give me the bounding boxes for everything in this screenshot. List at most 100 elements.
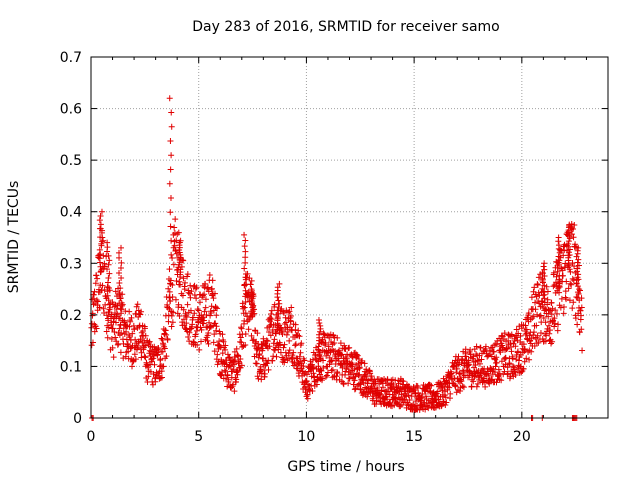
data-point — [542, 319, 549, 326]
data-point — [175, 301, 182, 308]
data-point — [530, 329, 537, 336]
data-point — [264, 338, 271, 345]
data-point — [260, 355, 267, 362]
data-point — [231, 361, 238, 368]
data-point — [534, 281, 541, 288]
data-point — [160, 363, 167, 370]
data-point — [253, 360, 260, 367]
data-point — [280, 344, 287, 351]
data-point — [296, 333, 303, 340]
data-point — [554, 327, 561, 334]
peak-point — [106, 301, 113, 308]
data-point — [234, 351, 241, 358]
data-point — [542, 306, 549, 313]
data-point — [205, 329, 212, 336]
data-point — [179, 292, 186, 299]
peak-point — [315, 331, 322, 338]
data-point — [219, 331, 226, 338]
peak-point — [541, 273, 548, 280]
data-point — [165, 285, 172, 292]
peak-point — [117, 310, 124, 317]
peak-point — [166, 180, 173, 187]
data-point — [553, 273, 560, 280]
data-point — [490, 348, 497, 355]
data-point — [257, 363, 264, 370]
data-point — [214, 305, 221, 312]
data-point — [351, 386, 358, 393]
data-point — [509, 355, 516, 362]
data-point — [163, 331, 170, 338]
data-point — [228, 384, 235, 391]
data-point — [203, 311, 210, 318]
data-point — [486, 372, 493, 379]
data-point — [578, 312, 585, 319]
data-point — [142, 342, 149, 349]
data-point — [513, 334, 520, 341]
data-point — [177, 281, 184, 288]
data-point — [259, 355, 266, 362]
data-point — [413, 405, 420, 412]
data-point — [405, 392, 412, 399]
data-point — [504, 364, 511, 371]
data-point — [170, 309, 177, 316]
data-point — [526, 356, 533, 363]
x-tick-label: 0 — [87, 429, 96, 445]
data-point — [146, 347, 153, 354]
data-point — [470, 378, 477, 385]
peak-point — [242, 259, 249, 266]
data-point — [210, 339, 217, 346]
data-point — [146, 338, 153, 345]
data-point — [339, 364, 346, 371]
data-point — [142, 354, 149, 361]
data-point — [269, 357, 276, 364]
data-point — [248, 277, 255, 284]
data-point — [206, 319, 213, 326]
data-point — [119, 301, 126, 308]
peak-point — [104, 239, 111, 246]
data-point — [138, 308, 145, 315]
data-point — [222, 342, 229, 349]
peak-point — [166, 266, 173, 273]
peak-point — [565, 238, 572, 245]
peak-point — [106, 270, 113, 277]
data-point — [164, 301, 171, 308]
axes: 0 0.1 0.2 0.3 0.4 0.5 0.6 0.7 0 5 10 15 20 — [60, 50, 608, 445]
data-point — [355, 360, 362, 367]
data-point — [501, 330, 508, 337]
data-point — [550, 269, 557, 276]
peak-point — [573, 253, 580, 260]
data-point — [529, 314, 536, 321]
data-point — [521, 346, 528, 353]
data-point — [576, 287, 583, 294]
data-point — [310, 364, 317, 371]
data-point — [114, 311, 121, 318]
data-point — [234, 368, 241, 375]
data-point — [176, 278, 183, 285]
y-tick-label: 0.5 — [60, 153, 82, 169]
data-point — [421, 399, 428, 406]
peak-point — [98, 268, 105, 275]
data-point — [117, 349, 124, 356]
data-point — [319, 375, 326, 382]
peak-point — [117, 305, 124, 312]
data-point — [188, 288, 195, 295]
data-point — [559, 267, 566, 274]
data-point — [285, 309, 292, 316]
peak-point — [98, 229, 105, 236]
peak-point — [116, 269, 123, 276]
data-point — [549, 338, 556, 345]
data-point — [563, 278, 570, 285]
data-point — [148, 358, 155, 365]
data-point — [238, 324, 245, 331]
data-point — [298, 340, 305, 347]
data-point — [170, 261, 177, 268]
data-point — [297, 349, 304, 356]
data-point — [578, 304, 585, 311]
data-point — [325, 343, 332, 350]
data-point — [273, 330, 279, 337]
data-point — [356, 371, 363, 378]
data-point — [202, 296, 209, 303]
peak-point — [566, 221, 573, 228]
data-point — [284, 328, 291, 335]
data-point — [221, 367, 228, 374]
